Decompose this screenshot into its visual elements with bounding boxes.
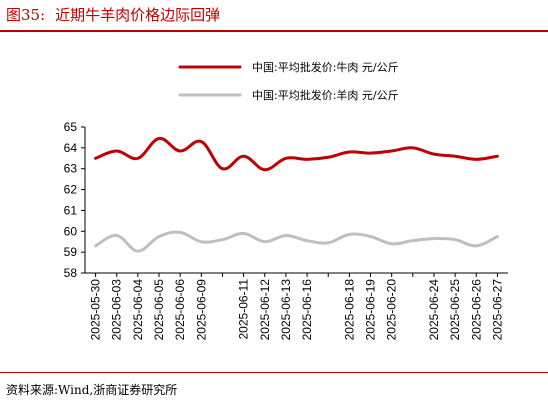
y-tick-label: 58 [64, 266, 78, 280]
line-chart: 58 59 60 61 62 63 64 65 2025-05-30 2025-06-03 2025… [64, 60, 508, 341]
x-tick-label: 2025-05-30 [89, 279, 103, 341]
x-tick-label: 2025-06-04 [131, 279, 145, 341]
legend-item-mutton-label: 中国:平均批发价:羊肉 元/公斤 [252, 88, 399, 102]
y-tick-label: 59 [64, 245, 78, 259]
x-tick-label: 2025-06-05 [152, 279, 166, 341]
x-tick-label: 2025-06-03 [110, 279, 124, 341]
x-tick-label: 2025-06-09 [194, 279, 208, 341]
x-tick-label: 2025-06-12 [258, 279, 272, 341]
x-tick-label: 2025-06-25 [448, 279, 462, 341]
x-tick-label: 2025-06-13 [279, 279, 293, 341]
x-tick-label: 2025-06-11 [237, 279, 251, 340]
x-tick-label: 2025-06-20 [385, 279, 399, 341]
source-note: 资料来源:Wind,浙商证券研究所 [6, 383, 178, 397]
y-tick-label: 64 [64, 141, 78, 155]
x-tick-label: 2025-06-24 [427, 279, 441, 341]
title-rule [0, 30, 548, 32]
y-tick-label: 61 [64, 203, 78, 217]
x-tick-label: 2025-06-06 [173, 279, 187, 341]
legend-item-beef-label: 中国:平均批发价:牛肉 元/公斤 [252, 60, 399, 74]
x-tick-label: 2025-06-16 [300, 279, 314, 341]
x-tick-label: 2025-06-26 [469, 279, 483, 341]
series-line-beef [94, 136, 499, 172]
x-tick-label: 2025-06-27 [490, 279, 504, 341]
y-tick-label: 65 [64, 120, 78, 134]
series-line-mutton [94, 230, 499, 253]
x-tick-label: 2025-06-19 [364, 279, 378, 341]
y-tick-label: 60 [64, 224, 78, 238]
figure-title-text: 近期牛羊肉价格边际回弹 [55, 6, 221, 24]
y-tick-label: 62 [64, 183, 78, 197]
figure-title: 图35: 近期牛羊肉价格边际回弹 [6, 4, 220, 25]
figure-label: 图35: [6, 6, 46, 24]
y-tick-label: 63 [64, 162, 78, 176]
x-tick-label: 2025-06-18 [342, 279, 356, 341]
source-rule [0, 372, 548, 373]
